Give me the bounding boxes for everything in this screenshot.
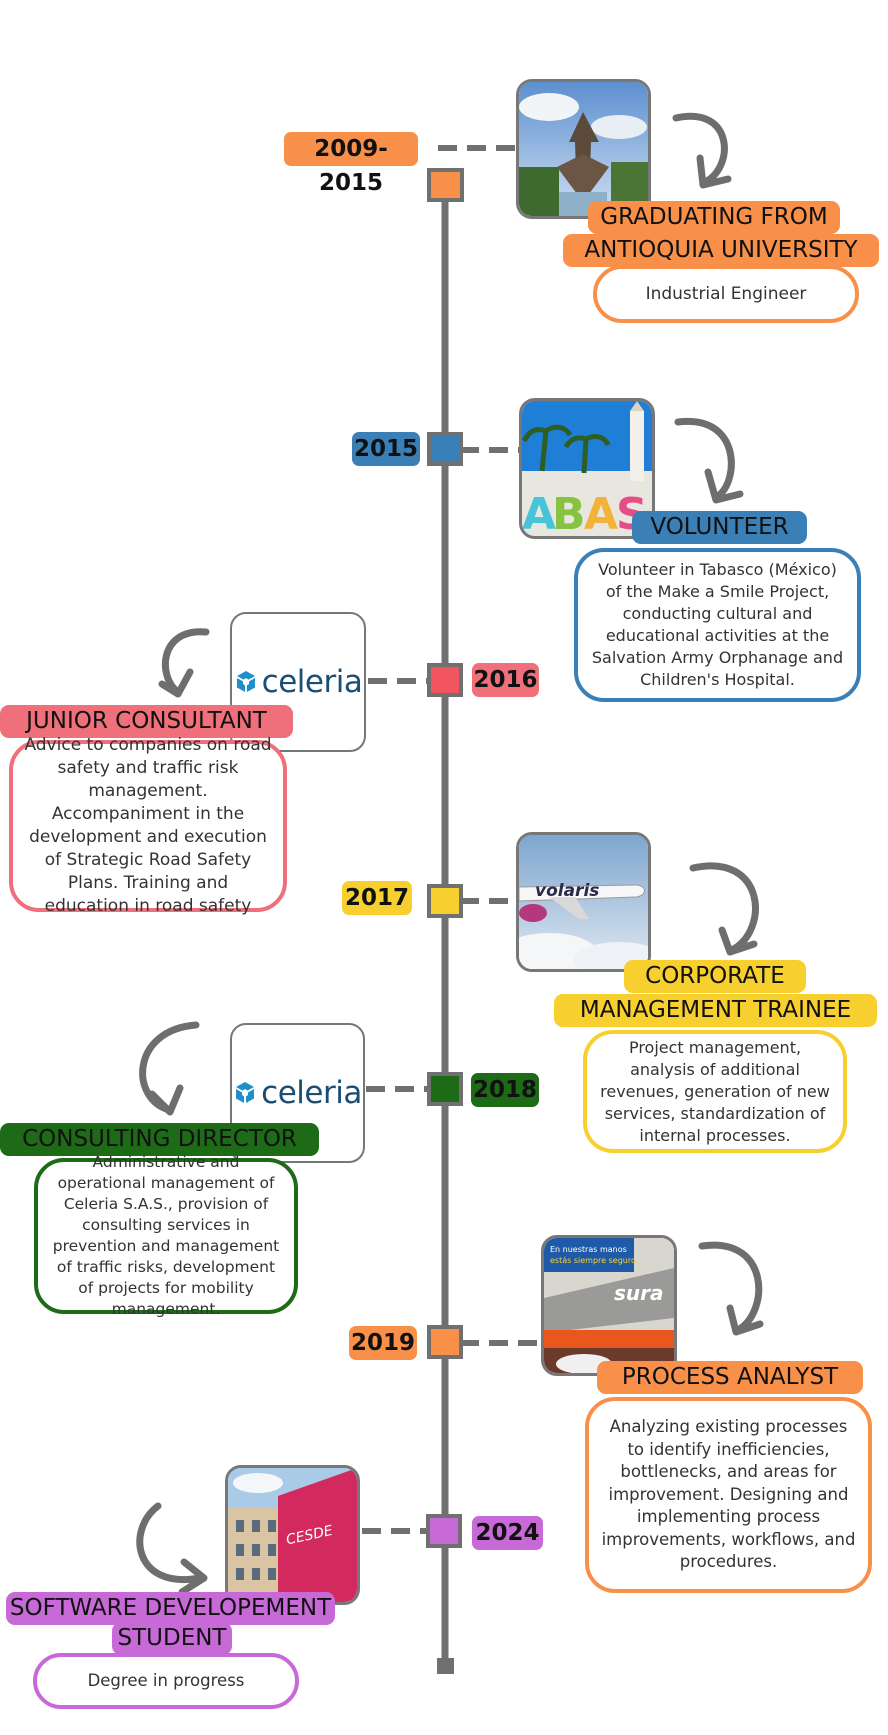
description-box-2017: Project management, analysis of addition… <box>583 1030 847 1153</box>
marker-2017 <box>427 884 463 918</box>
title-process-analyst: PROCESS ANALYST <box>597 1361 863 1394</box>
marker-2016 <box>427 663 463 697</box>
arrows <box>136 112 764 1596</box>
year-badge-2017: 2017 <box>342 881 412 915</box>
title-graduating-line2: ANTIOQUIA UNIVERSITY <box>563 234 879 267</box>
year-badge-2024: 2024 <box>472 1516 543 1550</box>
volaris-airplane-photo: volaris <box>516 832 651 972</box>
svg-text:A: A <box>522 489 556 536</box>
timeline-end-cap <box>437 1658 454 1674</box>
sura-building-photo: En nuestras manos estás siempre seguro. … <box>541 1235 677 1376</box>
marker-2009-2015 <box>427 168 464 202</box>
volaris-text: volaris <box>535 881 599 901</box>
description-box-2019: Analyzing existing processes to identify… <box>585 1397 872 1593</box>
title-graduating: GRADUATING FROM <box>588 201 840 234</box>
marker-2019 <box>427 1325 463 1359</box>
year-badge-2009-2015: 2009-2015 <box>284 132 418 196</box>
connectors <box>362 145 542 1534</box>
celeria-logo-text-2018: celeria <box>261 1075 362 1111</box>
sura-brand-text: sura <box>614 1281 664 1305</box>
celeria-logo-icon <box>236 671 255 692</box>
svg-text:A: A <box>584 489 618 536</box>
marker-2018 <box>427 1072 463 1106</box>
year-badge-2019: 2019 <box>349 1326 417 1360</box>
description-box-2015: Volunteer in Tabasco (México) of the Mak… <box>574 548 861 702</box>
title-junior-consultant: JUNIOR CONSULTANT <box>0 705 293 738</box>
year-badge-2016: 2016 <box>472 663 539 697</box>
arrow-icon <box>139 1021 200 1116</box>
arrow-icon <box>689 862 759 956</box>
description-box-2016: Advice to companies on road safety and t… <box>9 735 287 916</box>
title-software-line1: SOFTWARE DEVELOPEMENT <box>6 1592 335 1625</box>
arrow-icon <box>672 112 732 189</box>
title-volunteer: VOLUNTEER <box>632 511 807 544</box>
title-corporate-line2: MANAGEMENT TRAINEE <box>554 994 877 1027</box>
title-consulting-director: CONSULTING DIRECTOR <box>0 1123 319 1156</box>
marker-2015 <box>427 432 463 466</box>
arrow-icon <box>698 1241 764 1336</box>
sura-sign-line1: En nuestras manos <box>550 1245 627 1254</box>
marker-2024 <box>426 1514 462 1548</box>
description-box-2024: Degree in progress <box>33 1653 299 1709</box>
university-monument-photo <box>516 79 651 219</box>
sura-sign-line2: estás siempre seguro. <box>550 1256 638 1265</box>
arrow-icon <box>158 628 210 698</box>
title-corporate-line1: CORPORATE <box>624 960 806 993</box>
celeria-logo-text: celeria <box>261 664 363 700</box>
year-badge-2015: 2015 <box>352 432 420 466</box>
svg-text:B: B <box>552 489 586 536</box>
year-badge-2018: 2018 <box>471 1073 539 1107</box>
cesde-building-photo: CESDE <box>225 1465 360 1605</box>
celeria-logo-icon <box>236 1082 255 1103</box>
title-software-line2: STUDENT <box>112 1622 232 1655</box>
arrow-icon <box>136 1502 208 1596</box>
description-box-2009-2015: Industrial Engineer <box>593 265 859 323</box>
description-box-2018: Administrative and operational managemen… <box>34 1153 298 1318</box>
arrow-icon <box>674 417 744 504</box>
